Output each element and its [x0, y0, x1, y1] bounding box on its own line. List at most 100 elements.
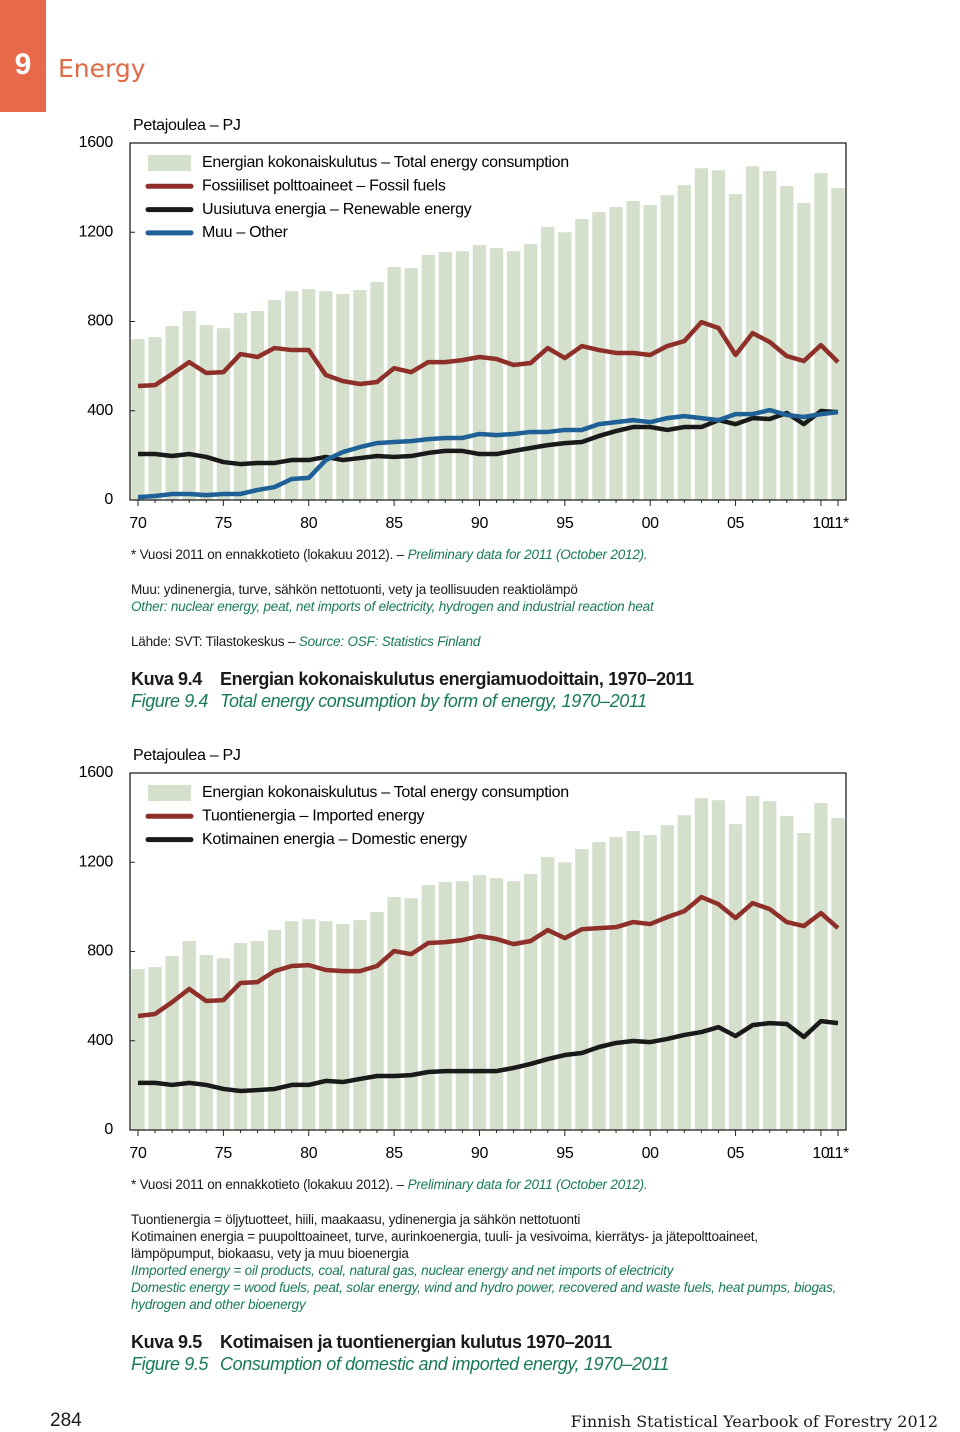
bar: [506, 881, 521, 1130]
source-en: Source: OSF: Statistics Finland: [298, 634, 481, 649]
legend-label: Energian kokonaiskulutus – Total energy …: [202, 154, 569, 171]
bar: [370, 912, 384, 1130]
chart: Petajoulea – PJ 0 400 800 1200 1600 70 75 80 85 90…: [79, 117, 850, 532]
x-tick-label: 90: [471, 1145, 489, 1162]
explanation-fi: Kotimainen energia = puupolttoaineet, tu…: [131, 1229, 758, 1261]
y-tick-label: 800: [87, 313, 113, 330]
legend-label: Tuontienergia – Imported energy: [202, 808, 425, 825]
x-tick-label: 05: [727, 1145, 745, 1162]
explanation-fi: Muu: ydinenergia, turve, sähkön nettotuo…: [131, 582, 578, 597]
y-tick-label: 400: [87, 402, 113, 419]
x-tick-label: 00: [642, 1145, 660, 1162]
x-tick-label: 11*: [827, 1145, 849, 1162]
bar: [267, 930, 282, 1130]
explanation-fi: Tuontienergia = öljytuotteet, hiili, maa…: [131, 1212, 581, 1227]
bar: [797, 833, 811, 1130]
bar: [575, 219, 589, 500]
bar: [524, 874, 538, 1130]
bar: [182, 311, 196, 500]
bar: [541, 227, 555, 500]
bar: [199, 325, 213, 500]
bar: [694, 168, 709, 500]
bar: [370, 282, 384, 500]
x-tick-label: 95: [556, 515, 574, 532]
caption-en: Figure 9.4 Total energy consumption by fo…: [131, 690, 843, 712]
caption-label-fi: Kuva 9.5: [131, 1332, 202, 1352]
x-tick-label: 75: [215, 1145, 233, 1162]
bar: [421, 255, 435, 500]
bar: [438, 252, 452, 500]
footnote-fi: * Vuosi 2011 on ennakkotieto (lokakuu 20…: [131, 1177, 404, 1192]
bar: [387, 897, 401, 1130]
bar: [489, 878, 504, 1130]
publication: Finnish Statistical Yearbook of Forestry…: [570, 1412, 938, 1431]
bar: [831, 818, 845, 1130]
bar: [319, 291, 333, 500]
y-tick-label: 800: [87, 943, 113, 960]
bar: [472, 875, 487, 1130]
notes: * Vuosi 2011 on ennakkotieto (lokakuu 20…: [131, 1176, 843, 1375]
bar: [250, 311, 265, 500]
bar: [336, 294, 350, 500]
y-tick-label: 400: [87, 1032, 113, 1049]
footnote: * Vuosi 2011 on ennakkotieto (lokakuu 20…: [131, 546, 843, 563]
bar: [677, 815, 691, 1130]
source: Lähde: SVT: Tilastokeskus – Source: OSF:…: [131, 633, 843, 650]
bar: [780, 186, 794, 501]
bar: [575, 849, 589, 1130]
caption-title-en: Total energy consumption by form of ener…: [220, 691, 647, 711]
line-series: [138, 1018, 839, 1094]
caption-fi: Kuva 9.4 Energian kokonaiskulutus energia…: [131, 668, 843, 690]
bar: [250, 941, 265, 1130]
bar: [182, 941, 196, 1130]
caption: Kuva 9.5 Kotimaisen ja tuontienergian kul…: [131, 1331, 843, 1375]
bar: [489, 248, 504, 500]
caption-label-en: Figure 9.5: [131, 1354, 209, 1374]
bar: [421, 885, 435, 1130]
bar: [643, 835, 657, 1130]
x-tick-label: 85: [385, 1145, 403, 1162]
chapter-title: Energy: [58, 54, 146, 83]
explanation-en: Domestic energy = wood fuels, peat, sola…: [131, 1280, 837, 1312]
bar: [558, 232, 572, 500]
bar: [711, 800, 726, 1130]
bar: [660, 825, 674, 1130]
x-tick-label: 11*: [827, 515, 849, 532]
bar: [797, 203, 811, 500]
bar: [404, 898, 418, 1130]
legend-swatch: [148, 155, 191, 171]
bar: [626, 201, 640, 500]
bar: [302, 289, 316, 500]
line-series: [137, 894, 840, 1019]
y-tick-label: 1600: [79, 134, 114, 151]
chapter-box: [0, 0, 46, 112]
bar: [763, 171, 777, 500]
x-tick-label: 80: [300, 1145, 318, 1162]
bar: [814, 173, 828, 500]
bar: [814, 803, 828, 1130]
x-tick-label: 70: [129, 1145, 147, 1162]
bar: [216, 958, 231, 1130]
bar: [131, 339, 145, 500]
legend-label: Kotimainen energia – Domestic energy: [202, 831, 467, 848]
caption: Kuva 9.4 Energian kokonaiskulutus energia…: [131, 668, 843, 712]
caption-en: Figure 9.5 Consumption of domestic and im…: [131, 1353, 843, 1375]
bar: [353, 290, 367, 500]
caption-title-fi: Kotimaisen ja tuontienergian kulutus 197…: [220, 1332, 612, 1352]
bar: [524, 244, 538, 500]
unit-label: Petajoulea – PJ: [133, 117, 241, 134]
bar: [438, 882, 452, 1130]
legend-label: Fossiiliset polttoaineet – Fossil fuels: [202, 178, 446, 195]
bar: [404, 268, 418, 500]
footnote-fi: * Vuosi 2011 on ennakkotieto (lokakuu 20…: [131, 547, 404, 562]
bar: [592, 212, 606, 500]
y-tick-label: 1600: [79, 764, 114, 781]
chart: Petajoulea – PJ 0 400 800 1200 1600 70 75 80 85 90…: [79, 747, 850, 1162]
bar: [694, 798, 709, 1130]
bar: [285, 921, 299, 1130]
x-tick-label: 10: [812, 1145, 830, 1162]
legend-label: Energian kokonaiskulutus – Total energy …: [202, 784, 569, 801]
bar: [728, 824, 743, 1130]
y-tick-label: 1200: [79, 223, 114, 240]
bar: [285, 291, 299, 500]
